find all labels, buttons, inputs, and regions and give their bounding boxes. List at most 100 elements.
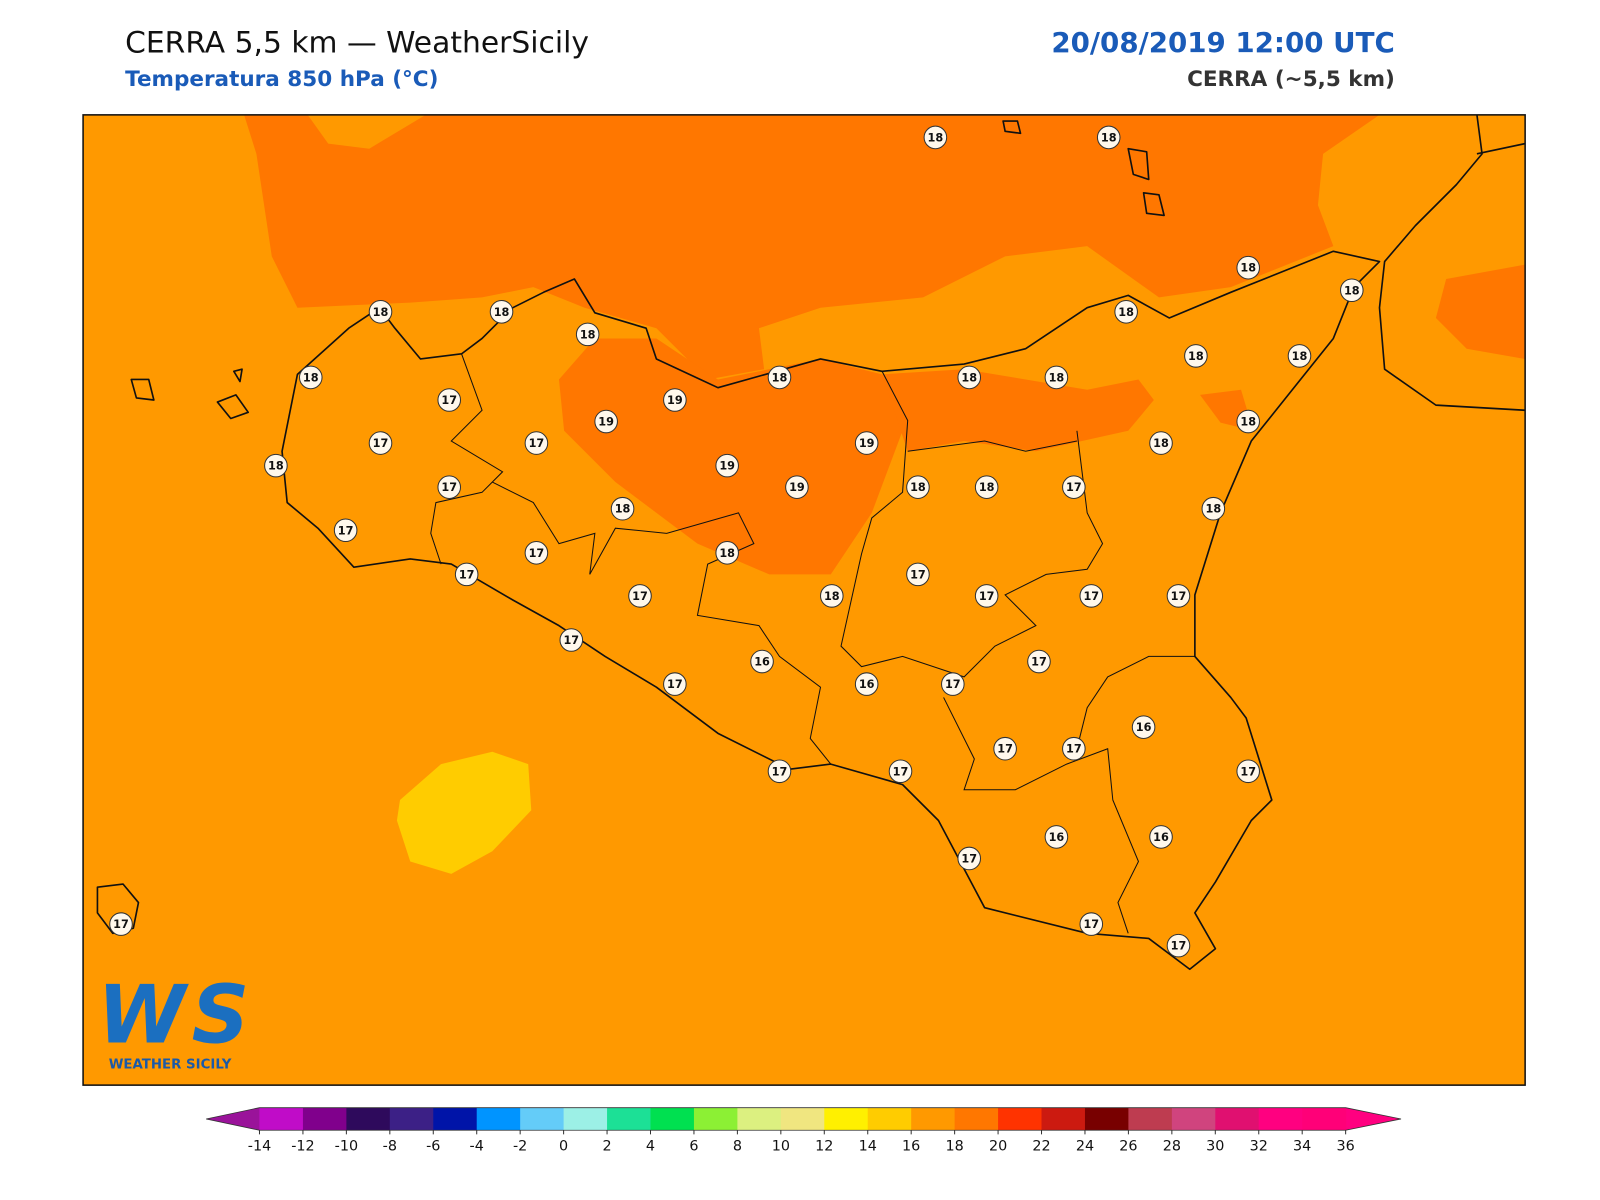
station: 17 (559, 628, 584, 652)
station-value: 17 (459, 568, 475, 581)
station-marker (1184, 344, 1208, 368)
station-marker (1236, 255, 1260, 280)
station-value: 17 (1083, 590, 1099, 603)
colorbar-bin (607, 1107, 652, 1131)
contour-warm (882, 369, 1154, 452)
station: 17 (993, 736, 1017, 761)
station-marker (663, 388, 687, 412)
station-marker (368, 431, 393, 455)
colorbar-bin (737, 1107, 782, 1131)
station-marker (785, 475, 809, 499)
station: 17 (454, 562, 479, 587)
station: 17 (524, 431, 549, 455)
station-marker (715, 541, 739, 565)
contour-warm (1435, 264, 1526, 359)
station-value: 18 (1344, 284, 1360, 297)
colorbar-tick-label: 36 (1337, 1139, 1355, 1155)
station: 18 (957, 365, 982, 390)
station-value: 18 (1188, 350, 1204, 363)
station-marker (1044, 365, 1069, 390)
station-value: 18 (1240, 416, 1256, 429)
station: 18 (974, 475, 999, 499)
station-value: 18 (268, 460, 284, 473)
colorbar-bin (693, 1107, 738, 1131)
station-marker (1062, 475, 1086, 499)
datetime: 20/08/2019 12:00 UTC (1051, 26, 1394, 59)
station-value: 18 (772, 371, 788, 384)
station-value: 17 (1171, 940, 1187, 953)
colorbar-bin (346, 1107, 391, 1131)
station: 19 (785, 475, 809, 499)
station-value: 18 (824, 590, 840, 603)
station-marker (610, 496, 635, 521)
station: 19 (663, 388, 687, 412)
station-value: 18 (494, 306, 510, 319)
station-value: 17 (441, 481, 457, 494)
station: 19 (715, 453, 739, 478)
station: 18 (610, 496, 635, 521)
colorbar-tick-label: -10 (335, 1139, 358, 1155)
map-frame (82, 114, 1526, 1086)
station-value: 17 (441, 394, 457, 407)
station: 17 (1236, 759, 1260, 784)
station: 18 (767, 365, 792, 390)
colorbar-under (206, 1107, 260, 1131)
stations: 18 18 18 18 18 18 18 18 18 18 18 18 18 18 17 19 19 17 17 19… (109, 125, 1364, 958)
colorbar-tick-label: 30 (1206, 1139, 1224, 1155)
station: 17 (437, 475, 462, 499)
station-marker (437, 475, 462, 499)
station: 17 (767, 759, 792, 784)
station: 17 (888, 759, 913, 784)
colorbar-bin (1258, 1107, 1303, 1131)
colorbar-tick-label: 14 (859, 1139, 877, 1155)
station-marker (454, 562, 479, 587)
station-value: 18 (1049, 371, 1065, 384)
station-value: 17 (1240, 765, 1256, 778)
station-marker (906, 562, 930, 587)
station: 17 (906, 562, 930, 587)
colorbar-tick-label: 22 (1032, 1139, 1050, 1155)
colorbar: -14 -12 -10 -8 -6 -4 -2 0 2 4 6 8 10 12 14 16 18 20 22 24 26… (206, 1107, 1402, 1155)
station-value: 16 (1136, 721, 1152, 734)
coastline (281, 250, 1381, 971)
station-value: 19 (789, 481, 805, 494)
station-value: 17 (910, 568, 926, 581)
station-marker (109, 912, 133, 936)
station-marker (767, 365, 792, 390)
colorbar-tick-label: 26 (1119, 1139, 1137, 1155)
colorbar-tick-label: 32 (1250, 1139, 1268, 1155)
colorbar-tick-label: -8 (383, 1139, 397, 1155)
logo-mark: WS (97, 968, 249, 1061)
map-area: 18 18 18 18 18 18 18 18 18 18 18 18 18 18 17 19 19 17 17 19… (83, 114, 1526, 1086)
station-marker (1339, 278, 1364, 303)
station-value: 18 (1101, 131, 1117, 144)
station: 17 (524, 541, 549, 565)
station-value: 16 (1153, 831, 1169, 844)
station-value: 17 (529, 547, 545, 560)
island (96, 120, 1165, 935)
colorbar-tick-label: 28 (1163, 1139, 1181, 1155)
station-value: 19 (859, 437, 875, 450)
colorbar-tick-label: 10 (772, 1139, 790, 1155)
station-marker (298, 365, 323, 390)
station-marker (1027, 649, 1051, 674)
station: 17 (1079, 584, 1104, 608)
station-value: 18 (580, 328, 596, 341)
station-marker (575, 322, 600, 347)
station-value: 17 (529, 437, 545, 450)
station-marker (524, 541, 549, 565)
colorbar-bin (259, 1107, 304, 1131)
colorbar-bin (302, 1107, 347, 1131)
station-value: 19 (719, 460, 735, 473)
station: 17 (109, 912, 133, 936)
coastline (1476, 142, 1526, 155)
station-marker (1166, 933, 1191, 958)
colorbar-bin (1041, 1107, 1086, 1131)
station-marker (957, 846, 982, 871)
station-marker (1236, 759, 1260, 784)
station: 18 (1236, 255, 1260, 280)
station: 17 (941, 672, 965, 696)
colorbar-bin (563, 1107, 608, 1131)
station: 16 (854, 672, 879, 696)
colorbar-bin (1084, 1107, 1129, 1131)
